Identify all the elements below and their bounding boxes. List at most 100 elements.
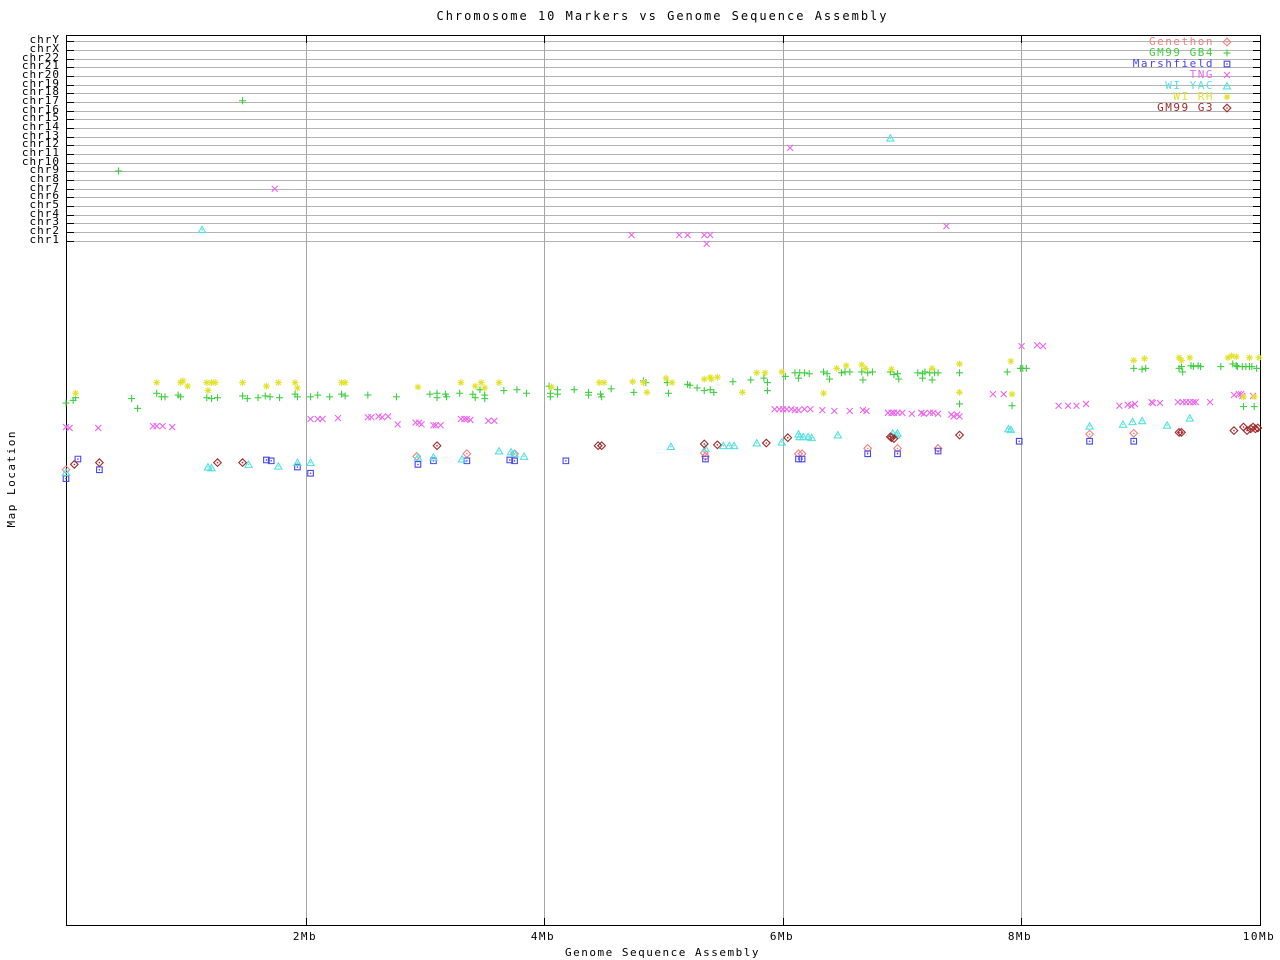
y-axis-tick-left [67, 119, 74, 120]
legend-marker-glyph [1222, 102, 1232, 113]
y-tick-label: chr11 [21, 146, 60, 159]
y-axis-tick-left [67, 154, 74, 155]
chromosome-gridline [67, 76, 1260, 77]
legend-marker-icon [1214, 36, 1240, 47]
y-tick-label: chr12 [21, 137, 60, 150]
x-axis-tick-top [544, 36, 545, 43]
x-axis-tick-top [783, 36, 784, 43]
y-axis-tick-left [67, 189, 74, 190]
chromosome-gridline [67, 189, 1260, 190]
y-tick-label: chr14 [21, 120, 60, 133]
chromosome-gridline [67, 197, 1260, 198]
legend-marker-glyph [1223, 93, 1231, 100]
y-axis-tick-left [67, 41, 74, 42]
chromosome-gridline [67, 41, 1260, 42]
y-tick-label: chr21 [21, 59, 60, 72]
legend-marker-icon [1214, 102, 1240, 113]
y-axis-tick-left [67, 128, 74, 129]
x-tick-label: 10Mb [1242, 930, 1276, 943]
legend-marker-icon [1214, 70, 1240, 80]
legend-label: TNG [1189, 68, 1214, 81]
y-axis-tick-right [1253, 171, 1260, 172]
legend-item: GM99 G3 [1133, 102, 1240, 113]
chromosome-gridline [67, 111, 1260, 112]
x-gridline [783, 36, 784, 925]
y-axis-tick-left [67, 67, 74, 68]
legend-item: GM99 GB4 [1133, 47, 1240, 58]
y-axis-tick-right [1253, 189, 1260, 190]
y-axis-tick-right [1253, 102, 1260, 103]
chromosome-gridline [67, 93, 1260, 94]
legend-label: Genethon [1149, 35, 1214, 48]
x-tick-label: 6Mb [769, 930, 795, 943]
plot-title: Chromosome 10 Markers vs Genome Sequence… [436, 9, 889, 23]
y-tick-label: chr13 [21, 129, 60, 142]
legend-label: WI RH [1173, 90, 1214, 103]
chromosome-gridline [67, 180, 1260, 181]
chromosome-gridline [67, 102, 1260, 103]
y-tick-label: chr16 [21, 103, 60, 116]
legend-label: Marshfield [1132, 57, 1214, 70]
y-axis-tick-right [1253, 50, 1260, 51]
legend-marker-icon [1214, 92, 1240, 102]
x-tick-label: 8Mb [1007, 930, 1033, 943]
y-axis-tick-right [1253, 93, 1260, 94]
chromosome-gridline [67, 85, 1260, 86]
y-axis-tick-left [67, 111, 74, 112]
x-gridline [1021, 36, 1022, 925]
x-axis-tick-bottom [544, 918, 545, 925]
y-tick-label: chrY [29, 33, 60, 46]
chromosome-gridline [67, 50, 1260, 51]
x-axis-tick-bottom [306, 918, 307, 925]
y-axis-tick-right [1253, 41, 1260, 42]
y-tick-label: chrX [29, 42, 60, 55]
y-axis-tick-right [1253, 163, 1260, 164]
legend-marker-icon [1214, 80, 1240, 91]
y-axis-tick-left [67, 223, 74, 224]
legend-item: Genethon [1133, 36, 1240, 47]
y-axis-tick-right [1253, 215, 1260, 216]
y-tick-label: chr4 [29, 207, 60, 220]
legend-item: WI YAC [1133, 80, 1240, 91]
chromosome-gridline [67, 154, 1260, 155]
y-axis-tick-right [1253, 128, 1260, 129]
legend: Genethon GM99 GB4 Marshfield TNG WI YAC WI RH… [1133, 36, 1240, 113]
legend-marker-glyph [1223, 49, 1231, 56]
legend-label: GM99 G3 [1157, 101, 1214, 114]
plot-area [66, 35, 1261, 926]
y-tick-label: chr5 [29, 198, 60, 211]
y-axis-tick-left [67, 206, 74, 207]
y-tick-label: chr6 [29, 189, 60, 202]
chromosome-gridline [67, 119, 1260, 120]
legend-marker-glyph [1222, 36, 1232, 47]
y-axis-tick-left [67, 85, 74, 86]
y-axis-label: Map Location [5, 430, 18, 528]
y-axis-tick-left [67, 76, 74, 77]
y-axis-tick-right [1253, 119, 1260, 120]
legend-label: WI YAC [1165, 79, 1214, 92]
x-axis-tick-top [306, 36, 307, 43]
y-tick-label: chr17 [21, 94, 60, 107]
x-tick-label: 4Mb [530, 930, 556, 943]
x-axis-label: Genome Sequence Assembly [565, 946, 760, 959]
x-axis-tick-bottom [1021, 918, 1022, 925]
y-tick-label: chr3 [29, 215, 60, 228]
y-tick-label: chr9 [29, 163, 60, 176]
x-gridline [306, 36, 307, 925]
chromosome-gridline [67, 171, 1260, 172]
y-axis-tick-left [67, 50, 74, 51]
y-axis-tick-right [1253, 241, 1260, 242]
legend-label: GM99 GB4 [1149, 46, 1214, 59]
legend-item: TNG [1133, 69, 1240, 80]
y-axis-tick-right [1253, 197, 1260, 198]
x-axis-tick-bottom [783, 918, 784, 925]
y-tick-label: chr8 [29, 172, 60, 185]
y-tick-label: chr2 [29, 224, 60, 237]
x-tick-label: 2Mb [292, 930, 318, 943]
y-tick-label: chr19 [21, 77, 60, 90]
y-axis-tick-right [1253, 180, 1260, 181]
y-axis-tick-left [67, 241, 74, 242]
chromosome-gridline [67, 206, 1260, 207]
y-tick-label: chr15 [21, 111, 60, 124]
